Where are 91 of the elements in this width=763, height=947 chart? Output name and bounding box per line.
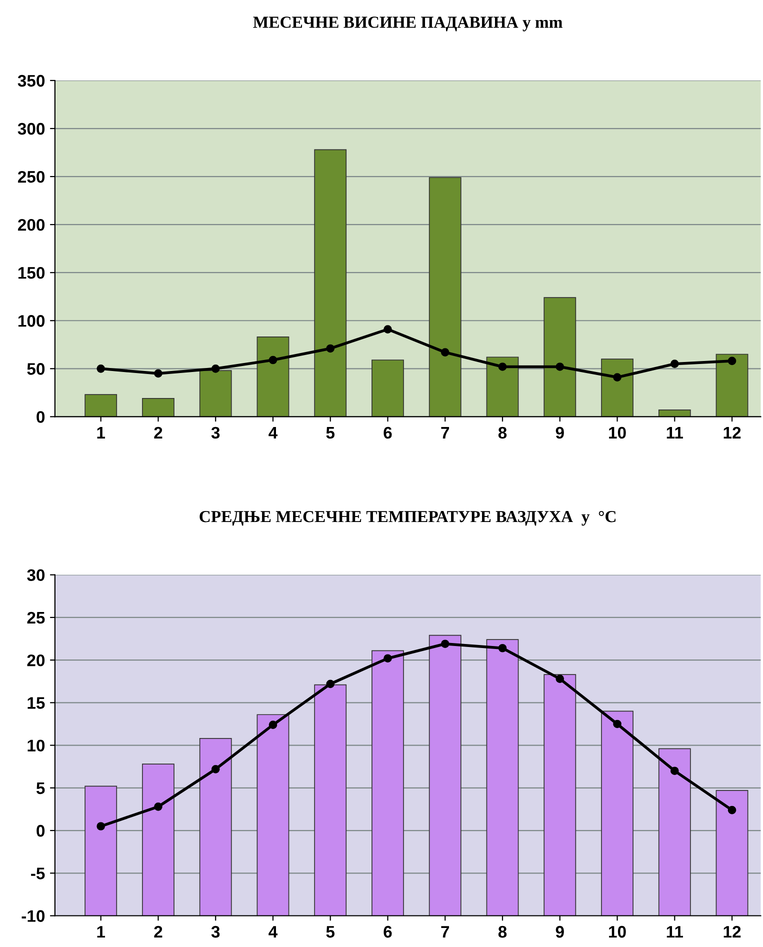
bar — [142, 764, 174, 916]
bar — [428, 634, 462, 916]
bar — [84, 394, 118, 417]
bar — [428, 177, 462, 417]
x-tick-label: 2 — [154, 926, 162, 938]
x-tick-label: 11 — [666, 427, 683, 438]
bar — [314, 684, 347, 916]
point — [728, 356, 736, 366]
bar — [256, 714, 290, 916]
bar — [199, 738, 232, 916]
bar — [658, 410, 691, 417]
bar — [372, 650, 404, 916]
x-tick-label: 7 — [441, 926, 450, 938]
y-tick-label: -10 — [22, 910, 45, 922]
x-tick-label: 9 — [556, 426, 564, 439]
point — [440, 348, 450, 356]
point — [154, 369, 162, 378]
point — [96, 364, 106, 373]
y-tick-label: 300 — [18, 122, 45, 135]
y-tick-label: 20 — [27, 654, 45, 666]
x-tick-label: 12 — [724, 926, 741, 938]
point — [613, 373, 622, 382]
bar — [199, 370, 232, 417]
bar — [314, 149, 347, 417]
bar — [142, 398, 174, 417]
x-tick-label: 6 — [384, 926, 392, 938]
y-tick-label: 30 — [27, 569, 45, 582]
x-tick-label: 5 — [326, 926, 335, 938]
point — [211, 764, 220, 774]
chart-title: МЕСЕЧНЕ ВИСИНЕ ПАДАВИНА у mm — [253, 16, 562, 32]
x-tick-label: 6 — [384, 426, 392, 439]
x-tick-label: 8 — [498, 926, 507, 938]
y-tick-label: 25 — [27, 612, 45, 624]
point — [498, 362, 507, 371]
point — [440, 640, 450, 648]
x-tick-label: 7 — [441, 427, 450, 438]
y-tick-label: 10 — [28, 740, 45, 752]
x-tick-label: 1 — [97, 926, 106, 938]
bar — [256, 336, 290, 417]
bar — [544, 674, 576, 916]
point — [556, 362, 564, 371]
x-tick-label: 1 — [97, 427, 106, 438]
point — [498, 644, 507, 652]
point — [728, 806, 736, 814]
point — [556, 674, 564, 683]
bar — [544, 297, 576, 417]
bar — [716, 790, 748, 916]
bar — [84, 786, 118, 916]
y-tick-label: 350 — [18, 74, 45, 87]
point — [326, 680, 335, 688]
bar — [658, 748, 691, 916]
x-tick-label: 2 — [154, 426, 162, 438]
point — [96, 822, 106, 830]
x-tick-label: 3 — [211, 426, 220, 439]
y-tick-label: 200 — [18, 218, 45, 231]
bar — [486, 356, 519, 417]
bar — [601, 710, 634, 916]
x-tick-label: 3 — [211, 926, 220, 938]
point — [154, 802, 162, 811]
x-tick-label: 4 — [268, 427, 278, 438]
point — [384, 325, 392, 334]
point — [613, 720, 622, 728]
x-tick-label: 4 — [268, 926, 278, 938]
x-tick-label: 12 — [724, 426, 741, 438]
bar — [372, 360, 404, 417]
point — [384, 654, 392, 663]
point — [268, 720, 278, 729]
point — [211, 364, 220, 373]
chart-title: СРЕДЊЕ МЕСЕЧНЕ ТЕМПЕРАТУРЕ ВАЗДУХА у °C — [200, 510, 616, 526]
y-tick-label: 0 — [36, 411, 45, 423]
point — [670, 766, 679, 776]
y-tick-label: 100 — [18, 315, 45, 327]
bar — [716, 354, 748, 417]
y-tick-label: 150 — [18, 267, 45, 279]
y-tick-label: 250 — [18, 170, 45, 183]
x-tick-label: 8 — [498, 426, 507, 439]
y-tick-label: -5 — [31, 868, 45, 880]
y-tick-label: 50 — [27, 363, 45, 375]
x-tick-label: 5 — [326, 427, 335, 439]
x-tick-label: 9 — [556, 926, 564, 938]
y-tick-label: 15 — [28, 697, 45, 709]
y-tick-label: 5 — [36, 782, 45, 794]
point — [268, 356, 278, 364]
x-tick-label: 10 — [609, 426, 626, 439]
point — [670, 360, 679, 368]
x-tick-label: 11 — [666, 926, 683, 938]
bar — [601, 358, 634, 417]
point — [326, 344, 335, 353]
x-tick-label: 10 — [609, 926, 626, 938]
y-tick-label: 0 — [36, 824, 45, 837]
bar — [486, 639, 519, 916]
